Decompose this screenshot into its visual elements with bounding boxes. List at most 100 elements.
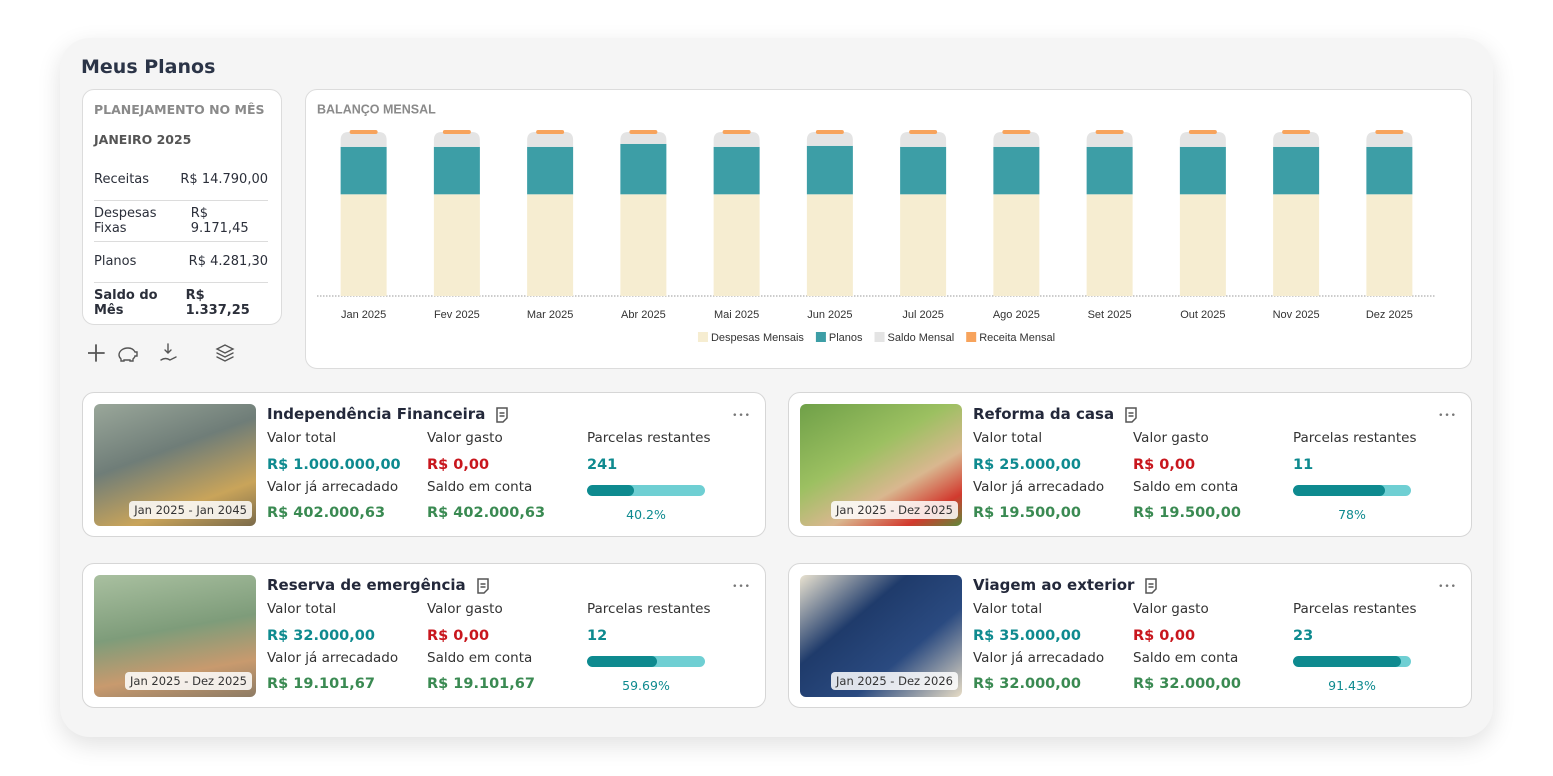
bar-segment — [993, 194, 1040, 296]
legend-swatch — [815, 332, 826, 342]
x-tick-label: Jul 2025 — [902, 309, 944, 321]
progress-label: 78% — [1338, 507, 1366, 522]
legend-item[interactable]: Receita Mensal — [966, 332, 1055, 344]
plan-card[interactable]: Jan 2025 - Jan 2045 Independência Finance… — [82, 392, 766, 537]
field-label: Valor total — [267, 601, 337, 617]
plan-name: Viagem ao exterior — [973, 576, 1135, 594]
bar-segment — [340, 146, 387, 195]
bar-segment — [900, 194, 947, 296]
add-icon[interactable] — [88, 344, 105, 362]
plan-image: Jan 2025 - Dez 2025 — [800, 404, 962, 526]
legend-item[interactable]: Planos — [815, 332, 863, 344]
page-title: Meus Planos — [81, 56, 216, 78]
x-tick-label: Out 2025 — [1180, 309, 1225, 321]
plan-name: Independência Financeira — [267, 405, 486, 423]
more-menu[interactable]: ••• — [1438, 574, 1457, 593]
note-icon[interactable] — [1124, 407, 1138, 423]
bar-segment — [900, 132, 947, 147]
field-value: R$ 19.500,00 — [1133, 505, 1241, 521]
bar-segment — [806, 145, 853, 195]
field-value: 12 — [587, 628, 608, 644]
x-tick-label: Fev 2025 — [434, 309, 480, 321]
receipt-marker — [1095, 130, 1124, 135]
plan-card[interactable]: Jan 2025 - Dez 2025 Reforma da casa ••• Val… — [788, 392, 1472, 537]
field-value: R$ 0,00 — [427, 628, 490, 644]
piggy-icon[interactable] — [118, 347, 138, 362]
field-value: R$ 0,00 — [427, 457, 490, 473]
note-icon[interactable] — [1144, 578, 1158, 594]
receipt-marker — [1282, 130, 1311, 135]
summary-month: JANEIRO 2025 — [94, 132, 192, 147]
field-label: Valor gasto — [427, 430, 503, 446]
receipt-marker — [909, 130, 938, 135]
field-label: Valor já arrecadado — [267, 650, 399, 666]
legend-swatch — [697, 332, 708, 342]
bar-segment — [1366, 146, 1413, 195]
summary-value: R$ 9.171,45 — [190, 205, 249, 236]
receipt-marker — [1002, 130, 1031, 135]
receipt-marker — [629, 130, 658, 135]
summary-panel: PLANEJAMENTO NO MÊS JANEIRO 2025 Receita… — [82, 89, 282, 325]
bar-segment — [527, 194, 574, 296]
field-label: Saldo em conta — [427, 650, 533, 666]
deposit-icon[interactable] — [160, 343, 177, 361]
legend-label: Despesas Mensais — [711, 332, 804, 344]
summary-value: R$ 4.281,30 — [188, 254, 268, 269]
field-value: 241 — [587, 457, 618, 473]
field-label: Parcelas restantes — [587, 601, 711, 617]
receipt-marker — [349, 130, 378, 135]
bar-segment — [1179, 132, 1226, 147]
field-value: R$ 25.000,00 — [973, 457, 1081, 473]
note-icon[interactable] — [476, 578, 490, 594]
bar-segment — [993, 146, 1040, 195]
field-value: R$ 19.101,67 — [267, 676, 375, 692]
plan-period: Jan 2025 - Dez 2026 — [831, 672, 958, 690]
receipt-marker — [815, 130, 844, 135]
chart: BALANÇO MENSAL Jan 2025 Fev 2025 Mar 2025 A… — [317, 102, 1436, 344]
plan-image: Jan 2025 - Dez 2025 — [94, 575, 256, 697]
receipt-marker — [442, 130, 471, 135]
action-icons[interactable] — [88, 342, 248, 364]
more-menu[interactable]: ••• — [732, 403, 751, 422]
receipt-marker — [1375, 130, 1404, 135]
field-label: Valor já arrecadado — [267, 479, 399, 495]
plan-period: Jan 2025 - Jan 2045 — [129, 501, 252, 519]
field-label: Valor gasto — [1133, 601, 1209, 617]
field-label: Valor total — [973, 430, 1043, 446]
note-icon-shape — [1125, 407, 1137, 423]
summary-row: Planos R$ 4.281,30 — [94, 241, 268, 283]
more-menu[interactable]: ••• — [1438, 403, 1457, 422]
plan-period: Jan 2025 - Dez 2025 — [125, 672, 252, 690]
legend-item[interactable]: Saldo Mensal — [874, 332, 955, 344]
field-label: Saldo em conta — [1133, 479, 1239, 495]
legend-label: Saldo Mensal — [888, 332, 955, 344]
field-value: R$ 0,00 — [1133, 457, 1196, 473]
progress-fill — [587, 485, 635, 496]
plan-card[interactable]: Jan 2025 - Dez 2025 Reserva de emergência… — [82, 563, 766, 708]
x-tick-label: Mai 2025 — [714, 309, 759, 321]
field-label: Saldo em conta — [427, 479, 533, 495]
chart-panel: BALANÇO MENSAL Jan 2025 Fev 2025 Mar 2025 A… — [305, 89, 1472, 369]
layers-icon[interactable] — [215, 344, 235, 362]
field-value: R$ 402.000,63 — [267, 505, 386, 521]
bar-segment — [433, 194, 480, 296]
bar-segment — [433, 132, 480, 147]
bar-segment — [433, 146, 480, 195]
note-icon[interactable] — [495, 407, 509, 423]
x-tick-label: Jun 2025 — [807, 309, 852, 321]
bar-segment — [900, 146, 947, 195]
bar-segment — [527, 132, 574, 147]
x-tick-label: Set 2025 — [1088, 309, 1132, 321]
progress-fill — [587, 656, 658, 667]
bar-segment — [1273, 146, 1320, 195]
more-menu[interactable]: ••• — [732, 574, 751, 593]
bar-segment — [1273, 194, 1320, 296]
x-tick-label: Mar 2025 — [527, 309, 573, 321]
field-value: 11 — [1293, 457, 1314, 473]
legend-item[interactable]: Despesas Mensais — [697, 332, 804, 344]
summary-value: R$ 14.790,00 — [180, 172, 268, 187]
progress-fill — [1293, 656, 1401, 667]
plan-card[interactable]: Jan 2025 - Dez 2026 Viagem ao exterior •••… — [788, 563, 1472, 708]
field-label: Valor total — [973, 601, 1043, 617]
field-value: R$ 32.000,00 — [973, 676, 1081, 692]
